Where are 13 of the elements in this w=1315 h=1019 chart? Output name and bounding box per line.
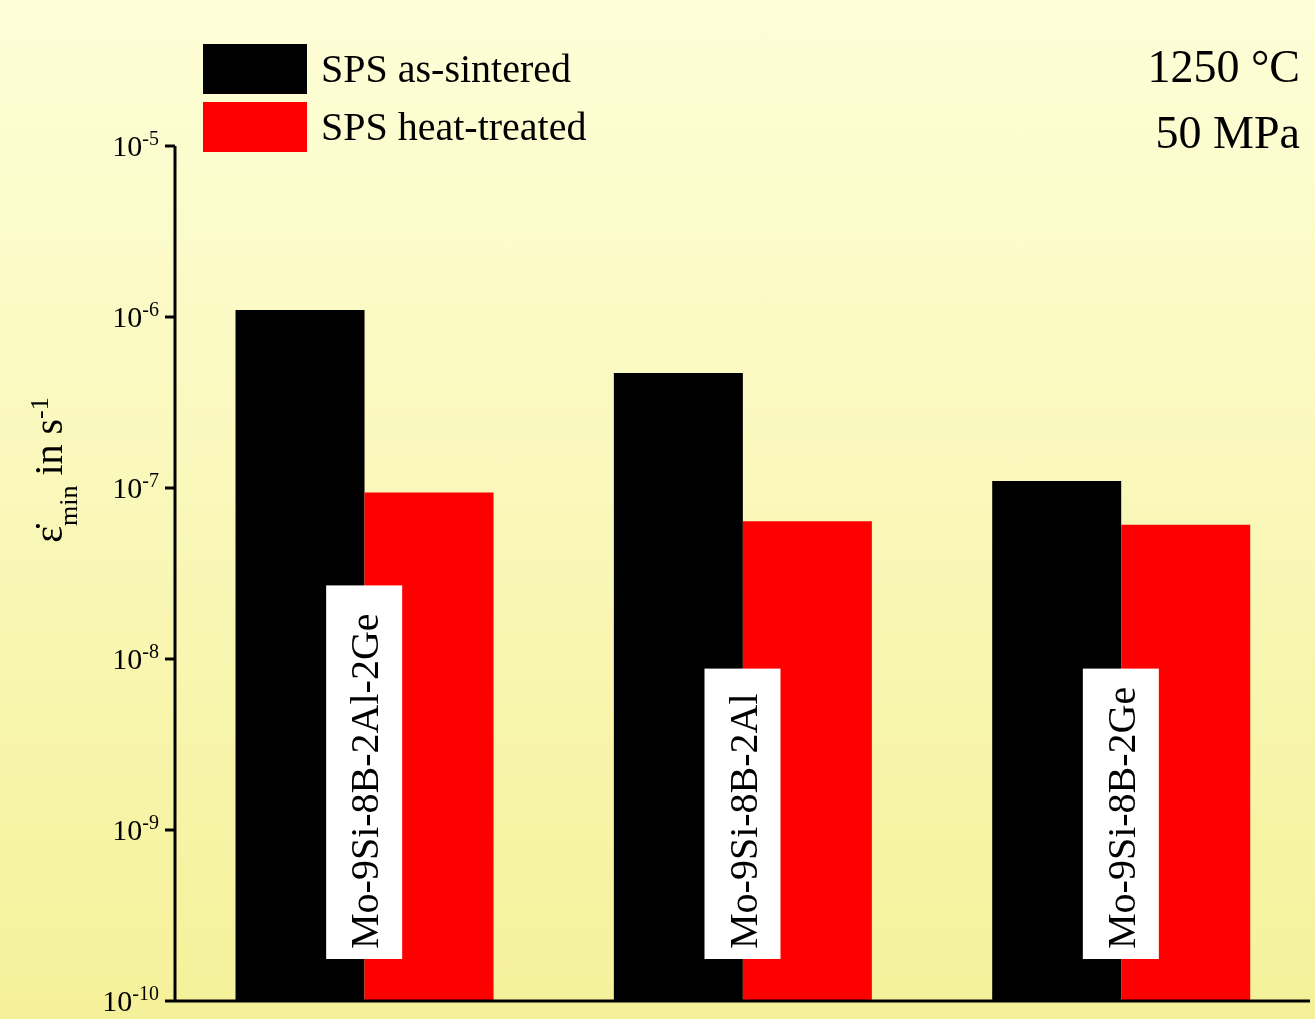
legend-label: SPS heat-treated [321,103,587,151]
text: 1250 °C [1147,41,1300,92]
legend-label: SPS as-sintered [321,45,571,93]
y-tick-label: 10$^{-8}$ [112,640,159,675]
y-tick-label: 10$^{-7}$ [112,469,159,504]
x-tick-label: Mo-9Si-8B-2Al-2Ge [342,613,388,949]
annotation: 50 MPa [1155,107,1300,158]
y-tick-label: 10$^{-5}$ [112,127,159,162]
x-tick-label: Mo-9Si-8B-2Ge [1098,686,1144,949]
y-tick-label: 10$^{-6}$ [112,298,159,333]
y-tick-label: 10$^{-10}$ [102,982,159,1017]
y-tick-label: 10$^{-9}$ [112,811,159,846]
x-tick-label: Mo-9Si-8B-2Al [720,693,766,949]
